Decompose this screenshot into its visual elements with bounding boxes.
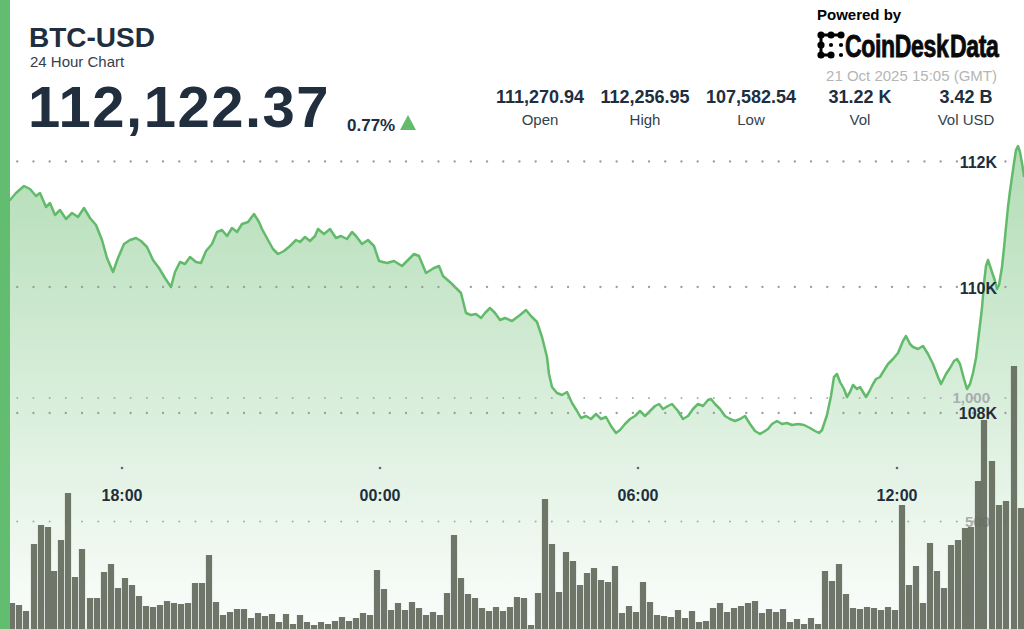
svg-text:1,000: 1,000 <box>952 389 990 406</box>
